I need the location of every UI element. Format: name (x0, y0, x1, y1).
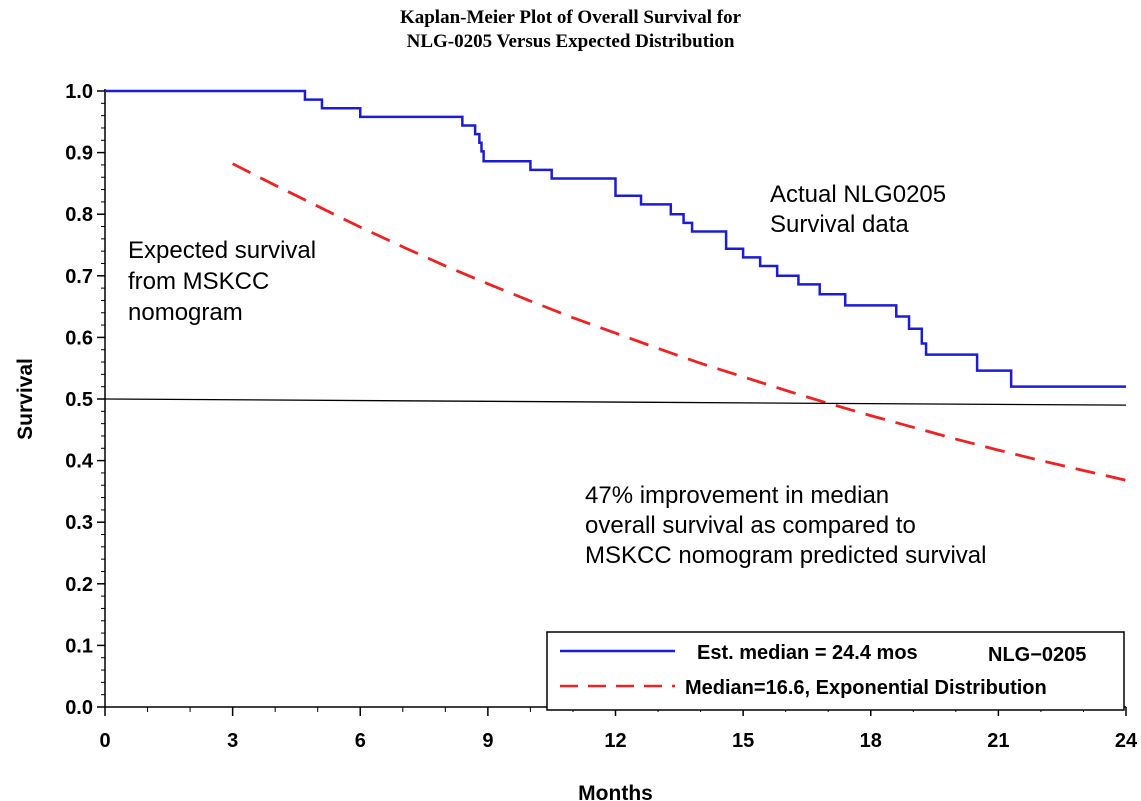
x-tick-label: 0 (99, 730, 110, 752)
legend-label-expected: Median=16.6, Exponential Distribution (685, 677, 1047, 699)
y-tick-label: 0.2 (65, 574, 93, 596)
y-tick-label: 0.1 (65, 635, 93, 657)
annotation-1: Actual NLG0205 Survival data (770, 181, 946, 238)
y-tick-label: 0.3 (65, 512, 93, 534)
y-tick-label: 1.0 (65, 81, 93, 103)
series-expected-survival-line (231, 162, 1127, 482)
annotation-line: from MSKCC (128, 268, 269, 295)
annotation-line: 47% improvement in median (585, 482, 889, 509)
legend-label-actual-suffix: NLG−0205 (988, 644, 1086, 666)
y-tick-label: 0.7 (65, 266, 93, 288)
x-tick-label: 6 (355, 730, 366, 752)
annotation-line: Expected survival (128, 237, 316, 264)
x-tick-label: 18 (860, 730, 882, 752)
y-tick-label: 0.6 (65, 327, 93, 349)
median-reference-line (104, 398, 1127, 406)
chart-title-line-1: Kaplan-Meier Plot of Overall Survival fo… (399, 7, 742, 28)
chart-title: Kaplan-Meier Plot of Overall Survival fo… (0, 6, 1141, 54)
x-tick-label: 15 (732, 730, 754, 752)
y-tick-label: 0.0 (65, 697, 93, 719)
annotation-line: Survival data (770, 211, 909, 238)
annotation-line: MSKCC nomogram predicted survival (585, 542, 986, 569)
annotation-line: nomogram (128, 299, 243, 326)
x-tick-label: 21 (987, 730, 1009, 752)
y-tick-label: 0.4 (65, 451, 94, 473)
x-tick-label: 24 (1115, 730, 1138, 752)
chart-title-line-2: NLG-0205 Versus Expected Distribution (406, 31, 735, 52)
annotation-2: Expected survival from MSKCC nomogram (128, 237, 316, 326)
annotation-line: Actual NLG0205 (770, 181, 946, 208)
y-axis-label: Survival (14, 358, 37, 440)
plot-lines (104, 89, 1127, 482)
x-tick-label: 3 (227, 730, 238, 752)
annotation-3: 47% improvement in median overall surviva… (585, 482, 986, 569)
x-tick-label: 9 (482, 730, 493, 752)
y-tick-label: 0.8 (65, 204, 93, 226)
x-tick-label: 12 (604, 730, 626, 752)
series-actual-survival-line (105, 89, 1126, 388)
x-axis-label: Months (578, 782, 653, 801)
annotation-line: overall survival as compared to (585, 512, 916, 539)
legend: Est. median = 24.4 mos NLG−0205 Median=1… (546, 631, 1125, 711)
legend-box (546, 631, 1125, 711)
legend-label-actual: Est. median = 24.4 mos (697, 642, 918, 664)
annotations: Actual NLG0205 Survival data Expected surv… (128, 181, 986, 569)
y-tick-label: 0.5 (65, 389, 93, 411)
y-tick-label: 0.9 (65, 143, 93, 165)
